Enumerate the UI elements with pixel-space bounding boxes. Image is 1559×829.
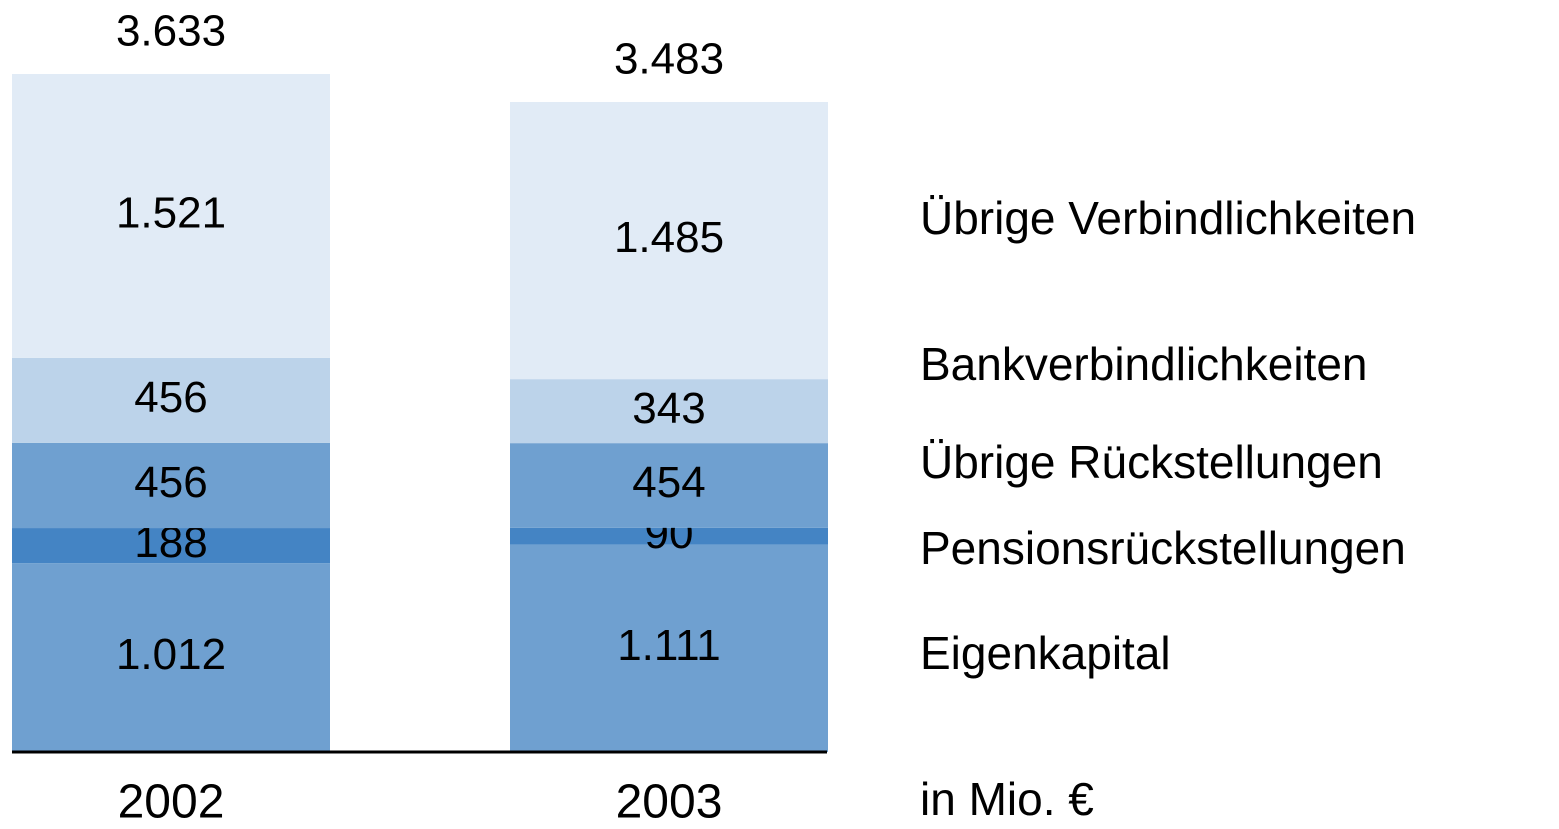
- bar-segment: [12, 357, 330, 443]
- value-label: 1.111: [617, 621, 721, 670]
- value-label: 454: [632, 458, 705, 507]
- legend-label: Eigenkapital: [920, 627, 1171, 679]
- bar-segment: [510, 101, 828, 380]
- bar-segment: [12, 442, 330, 529]
- total-label: 3.633: [116, 7, 226, 56]
- legend-label: Bankverbindlichkeiten: [920, 338, 1368, 390]
- value-label: 1.485: [614, 213, 724, 262]
- unit-label: in Mio. €: [920, 773, 1094, 825]
- value-label: 456: [134, 458, 207, 507]
- bar-segment: [510, 527, 828, 545]
- legend-label: Übrige Verbindlichkeiten: [920, 192, 1416, 244]
- value-label: 1.012: [116, 630, 226, 679]
- legend-label: Pensionsrückstellungen: [920, 522, 1406, 574]
- x-tick-label: 2002: [118, 776, 225, 829]
- bar-segment: [12, 563, 330, 752]
- value-label: 456: [134, 373, 207, 422]
- bar-segment: [510, 379, 828, 444]
- value-label: 343: [632, 384, 705, 433]
- x-tick-label: 2003: [616, 776, 723, 829]
- bar-segment: [12, 528, 330, 564]
- total-label: 3.483: [614, 35, 724, 84]
- value-label: 1.521: [116, 189, 226, 238]
- bar-segment: [510, 544, 828, 752]
- bar-segment: [12, 74, 330, 358]
- legend-label: Übrige Rückstellungen: [920, 436, 1383, 488]
- bar-segment: [510, 443, 828, 528]
